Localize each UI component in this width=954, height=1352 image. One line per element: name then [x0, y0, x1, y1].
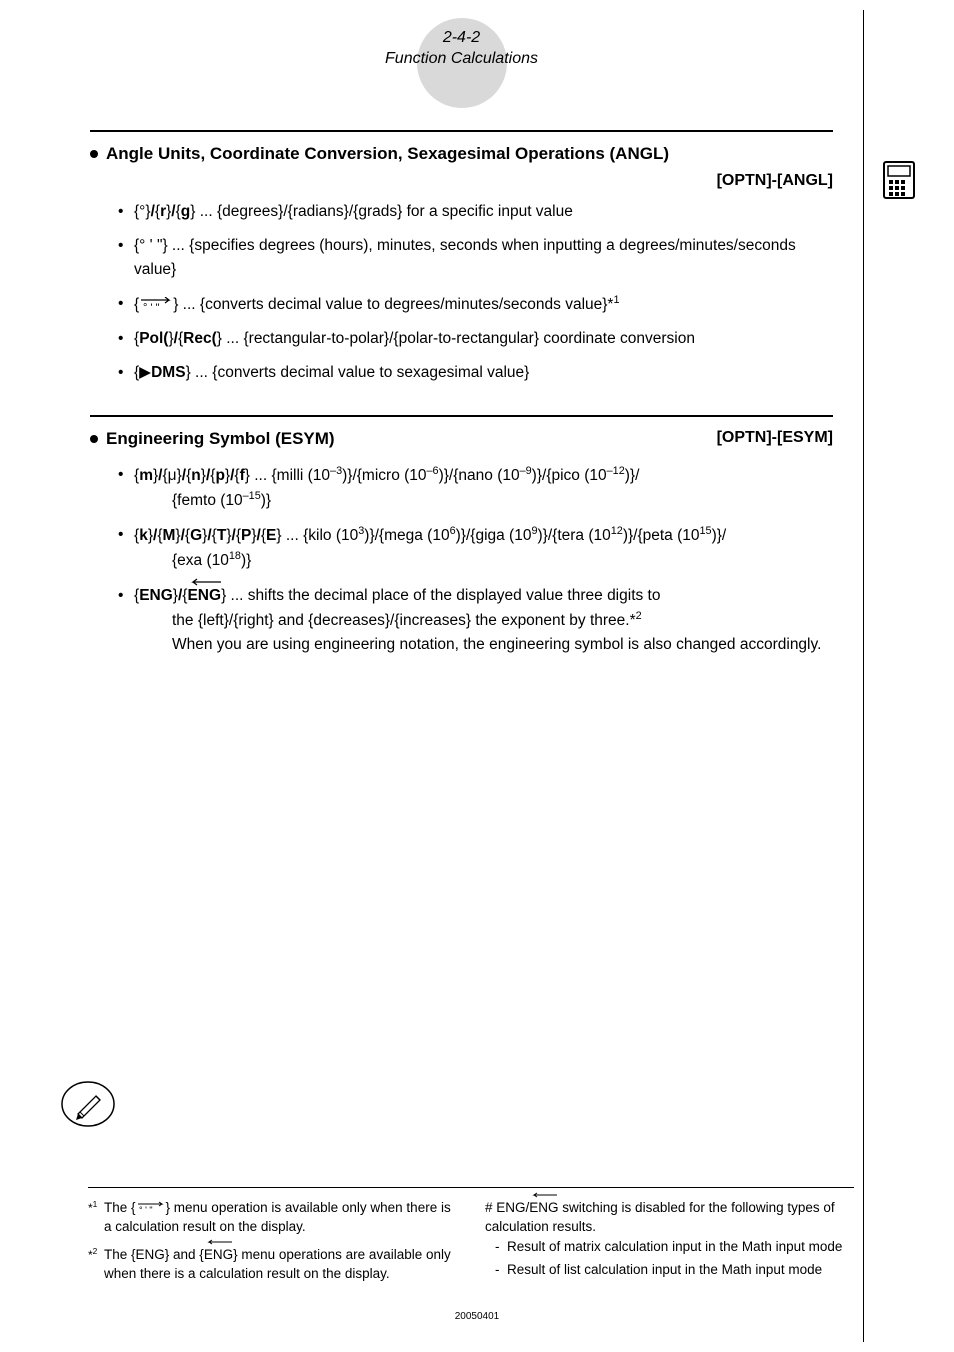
- dms-overline-icon: ° ' ": [136, 1201, 166, 1215]
- footnote-3-sublist: Result of matrix calculation input in th…: [485, 1237, 854, 1280]
- eng-overarrow-icon: ENG: [529, 1198, 558, 1218]
- eng-overarrow-icon: ENG: [187, 584, 221, 608]
- angl-item-dms-convert: {° ' "} ... {converts decimal value to d…: [118, 292, 833, 317]
- angl-item-deg-rad-grad: {°}/{r}/{g} ... {degrees}/{radians}/{gra…: [118, 200, 833, 224]
- section-title-text: Engineering Symbol (ESYM): [106, 429, 335, 449]
- section-esym: Engineering Symbol (ESYM) [OPTN]-[ESYM] …: [90, 415, 833, 657]
- page-ref: 2-4-2: [443, 29, 480, 46]
- page-title: Function Calculations: [385, 50, 538, 67]
- svg-text:° ' ": ° ' ": [139, 1205, 153, 1215]
- esym-item-cont: {femto (10–15)}: [134, 488, 833, 513]
- angl-item-dms-sexagesimal: {▶DMS} ... {converts decimal value to se…: [118, 361, 833, 385]
- bullet-dot: [90, 435, 98, 443]
- page-header: 2-4-2 Function Calculations: [60, 10, 863, 70]
- section-title-text: Angle Units, Coordinate Conversion, Sexa…: [106, 144, 669, 164]
- section-head: Engineering Symbol (ESYM) [OPTN]-[ESYM]: [90, 429, 833, 449]
- footnote-3-sub1: Result of matrix calculation input in th…: [495, 1237, 854, 1257]
- esym-item-cont: {exa (1018)}: [134, 548, 833, 573]
- eng-overarrow-icon: ENG: [204, 1245, 233, 1265]
- footnotes-right: # ENG/ENG switching is disabled for the …: [485, 1198, 854, 1292]
- date-code: 20050401: [455, 1311, 500, 1322]
- section-angl: Angle Units, Coordinate Conversion, Sexa…: [90, 130, 833, 385]
- pencil-note-icon: [60, 1076, 116, 1132]
- dms-overline-icon: ° ' ": [139, 297, 173, 313]
- header-text: 2-4-2 Function Calculations: [60, 28, 863, 70]
- main-content: Angle Units, Coordinate Conversion, Sexa…: [60, 70, 863, 657]
- esym-item-cont: When you are using engineering notation,…: [134, 633, 833, 657]
- footnote-3: # ENG/ENG switching is disabled for the …: [485, 1198, 854, 1280]
- calculator-icon: [882, 160, 916, 200]
- angl-items: {°}/{r}/{g} ... {degrees}/{radians}/{gra…: [90, 200, 833, 385]
- section-head: Angle Units, Coordinate Conversion, Sexa…: [90, 144, 833, 164]
- angl-item-dms-input: {° ' "} ... {specifies degrees (hours), …: [118, 234, 833, 282]
- esym-item-small-prefixes: {m}/{μ}/{n}/{p}/{f} ... {milli (10–3)}/{…: [118, 463, 833, 513]
- esym-item-large-prefixes: {k}/{M}/{G}/{T}/{P}/{E} ... {kilo (103)}…: [118, 523, 833, 573]
- menu-path: [OPTN]-[ANGL]: [717, 172, 833, 189]
- menu-path: [OPTN]-[ESYM]: [717, 429, 833, 447]
- section-title: Engineering Symbol (ESYM): [90, 429, 335, 449]
- svg-text:° ' ": ° ' ": [143, 302, 160, 313]
- section-title: Angle Units, Coordinate Conversion, Sexa…: [90, 144, 669, 164]
- footnote-3-sub2: Result of list calculation input in the …: [495, 1260, 854, 1280]
- footnote-2: *2 The {ENG} and {ENG} menu operations a…: [88, 1245, 457, 1284]
- esym-item-cont: the {left}/{right} and {decreases}/{incr…: [134, 608, 833, 633]
- esym-items: {m}/{μ}/{n}/{p}/{f} ... {milli (10–3)}/{…: [90, 463, 833, 657]
- bullet-dot: [90, 150, 98, 158]
- content-frame: 2-4-2 Function Calculations Angle Units,…: [60, 10, 864, 1342]
- footnote-1: *1 The {° ' "} menu operation is availab…: [88, 1198, 457, 1237]
- footnotes-left: *1 The {° ' "} menu operation is availab…: [88, 1198, 457, 1292]
- footnotes: *1 The {° ' "} menu operation is availab…: [88, 1187, 854, 1292]
- angl-item-pol-rec: {Pol(}/{Rec(} ... {rectangular-to-polar}…: [118, 327, 833, 351]
- esym-item-eng-shift: {ENG}/{ENG} ... shifts the decimal place…: [118, 584, 833, 657]
